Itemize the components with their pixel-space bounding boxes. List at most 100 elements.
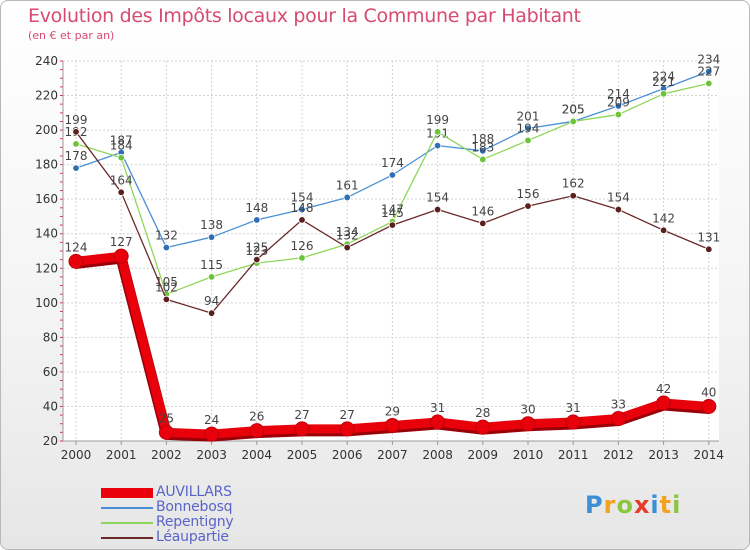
plot-area (63, 61, 719, 441)
series-bonnebosq-point (705, 67, 713, 76)
series-auvillars-data-label: 124 (65, 240, 88, 254)
series-auvillars-point (249, 423, 265, 439)
series-repentigny-data-label: 115 (200, 258, 223, 272)
series-bonnebosq-data-label: 161 (336, 178, 359, 192)
series-leaupartie-data-label: 102 (155, 280, 178, 294)
series-repentigny-point (569, 117, 577, 126)
series-auvillars-data-label: 31 (430, 401, 445, 415)
series-repentigny-point (207, 273, 216, 281)
series-repentigny-data-label: 194 (517, 121, 540, 135)
series-leaupartie-point (659, 226, 668, 234)
series-leaupartie-data-label: 148 (291, 201, 314, 215)
y-tick-label: 40 (43, 399, 58, 413)
series-repentigny-data-label: 184 (110, 139, 133, 153)
x-tick-label: 2014 (694, 448, 725, 462)
x-tick-label: 2002 (151, 448, 182, 462)
series-repentigny-point (479, 155, 487, 164)
series-bonnebosq-point (343, 193, 351, 202)
x-tick-label: 2004 (242, 448, 273, 462)
y-tick-label: 180 (35, 158, 58, 172)
x-tick-label: 2013 (648, 448, 679, 462)
series-auvillars-data-label: 26 (249, 410, 264, 424)
series-leaupartie-data-label: 154 (426, 191, 449, 205)
logo-letter: o (616, 491, 634, 519)
logo-letter: t (659, 491, 673, 519)
series-leaupartie-point (162, 295, 171, 304)
y-tick-label: 240 (35, 54, 58, 68)
series-repentigny-point (659, 90, 668, 98)
series-leaupartie-point (117, 188, 125, 196)
series-repentigny-point (117, 154, 125, 162)
series-bonnebosq-point (479, 147, 487, 155)
series-leaupartie-point (524, 202, 532, 210)
chart-title: Evolution des Impôts locaux pour la Comm… (28, 5, 581, 27)
series-auvillars-point (384, 417, 400, 433)
legend-swatch (101, 522, 153, 524)
series-auvillars-point (158, 424, 174, 440)
series-bonnebosq-data-label: 154 (291, 191, 314, 205)
series-bonnebosq-point (433, 141, 442, 150)
series-leaupartie-data-label: 145 (381, 206, 404, 220)
y-tick-label: 160 (35, 192, 58, 206)
y-tick-label: 120 (35, 261, 58, 275)
series-leaupartie-point (388, 221, 397, 229)
x-tick-label: 2012 (603, 448, 634, 462)
series-auvillars-data-label: 29 (385, 404, 400, 418)
series-auvillars-data-label: 25 (159, 411, 174, 425)
series-leaupartie-point (705, 245, 713, 253)
series-bonnebosq-point (162, 243, 171, 252)
series-auvillars-data-label: 40 (701, 385, 716, 399)
series-bonnebosq-data-label: 205 (562, 102, 585, 116)
y-tick-label: 220 (35, 89, 58, 103)
series-leaupartie-data-label: 125 (245, 241, 268, 255)
x-tick-label: 2003 (196, 448, 227, 462)
x-tick-label: 2005 (287, 448, 318, 462)
logo-letter: P (585, 491, 604, 519)
series-auvillars-point (68, 253, 84, 269)
series-repentigny-data-label: 147 (381, 203, 404, 217)
series-bonnebosq-data-label: 234 (697, 52, 720, 66)
x-tick-label: 2009 (468, 448, 499, 462)
series-repentigny-point (705, 79, 713, 88)
series-auvillars-data-label: 33 (611, 398, 626, 412)
series-bonnebosq-point (388, 171, 397, 179)
series-bonnebosq-data-label: 138 (200, 218, 223, 232)
legend-swatch (101, 507, 153, 509)
series-auvillars-point (610, 411, 626, 427)
legend-label: AUVILLARS (156, 484, 232, 500)
series-repentigny-data-label: 221 (652, 75, 675, 89)
series-bonnebosq-data-label: 201 (517, 109, 540, 123)
x-tick-label: 2008 (422, 448, 453, 462)
series-leaupartie-point (433, 205, 442, 214)
x-tick-label: 2006 (332, 448, 363, 462)
series-bonnebosq-data-label: 188 (471, 132, 494, 146)
x-tick-label: 2000 (61, 448, 92, 462)
series-bonnebosq-point (207, 233, 216, 241)
series-bonnebosq-data-label: 148 (245, 201, 268, 215)
series-leaupartie-data-label: 199 (65, 113, 88, 127)
x-tick-label: 2001 (106, 448, 137, 462)
series-leaupartie-data-label: 162 (562, 177, 585, 191)
series-leaupartie-point (614, 205, 623, 214)
series-bonnebosq-point (298, 205, 306, 214)
logo-letter: x (633, 491, 651, 519)
y-tick-label: 80 (43, 330, 58, 344)
logo-letter: r (603, 491, 617, 519)
series-leaupartie-data-label: 164 (110, 173, 133, 187)
series-repentigny-data-label: 183 (471, 140, 494, 154)
series-bonnebosq-data-label: 132 (155, 229, 178, 243)
x-tick-label: 2011 (558, 448, 589, 462)
series-repentigny-data-label: 227 (697, 64, 720, 78)
x-tick-label: 2007 (377, 448, 408, 462)
series-auvillars-data-label: 127 (110, 235, 133, 249)
series-auvillars-point (294, 421, 310, 437)
series-auvillars-data-label: 24 (204, 413, 219, 427)
y-tick-label: 200 (35, 123, 58, 137)
series-bonnebosq-point (524, 124, 532, 133)
series-leaupartie-point (298, 216, 306, 224)
series-auvillars-point (339, 421, 355, 437)
series-auvillars-data-label: 28 (475, 406, 490, 420)
series-bonnebosq-point (614, 102, 623, 110)
series-auvillars-point (520, 416, 536, 432)
